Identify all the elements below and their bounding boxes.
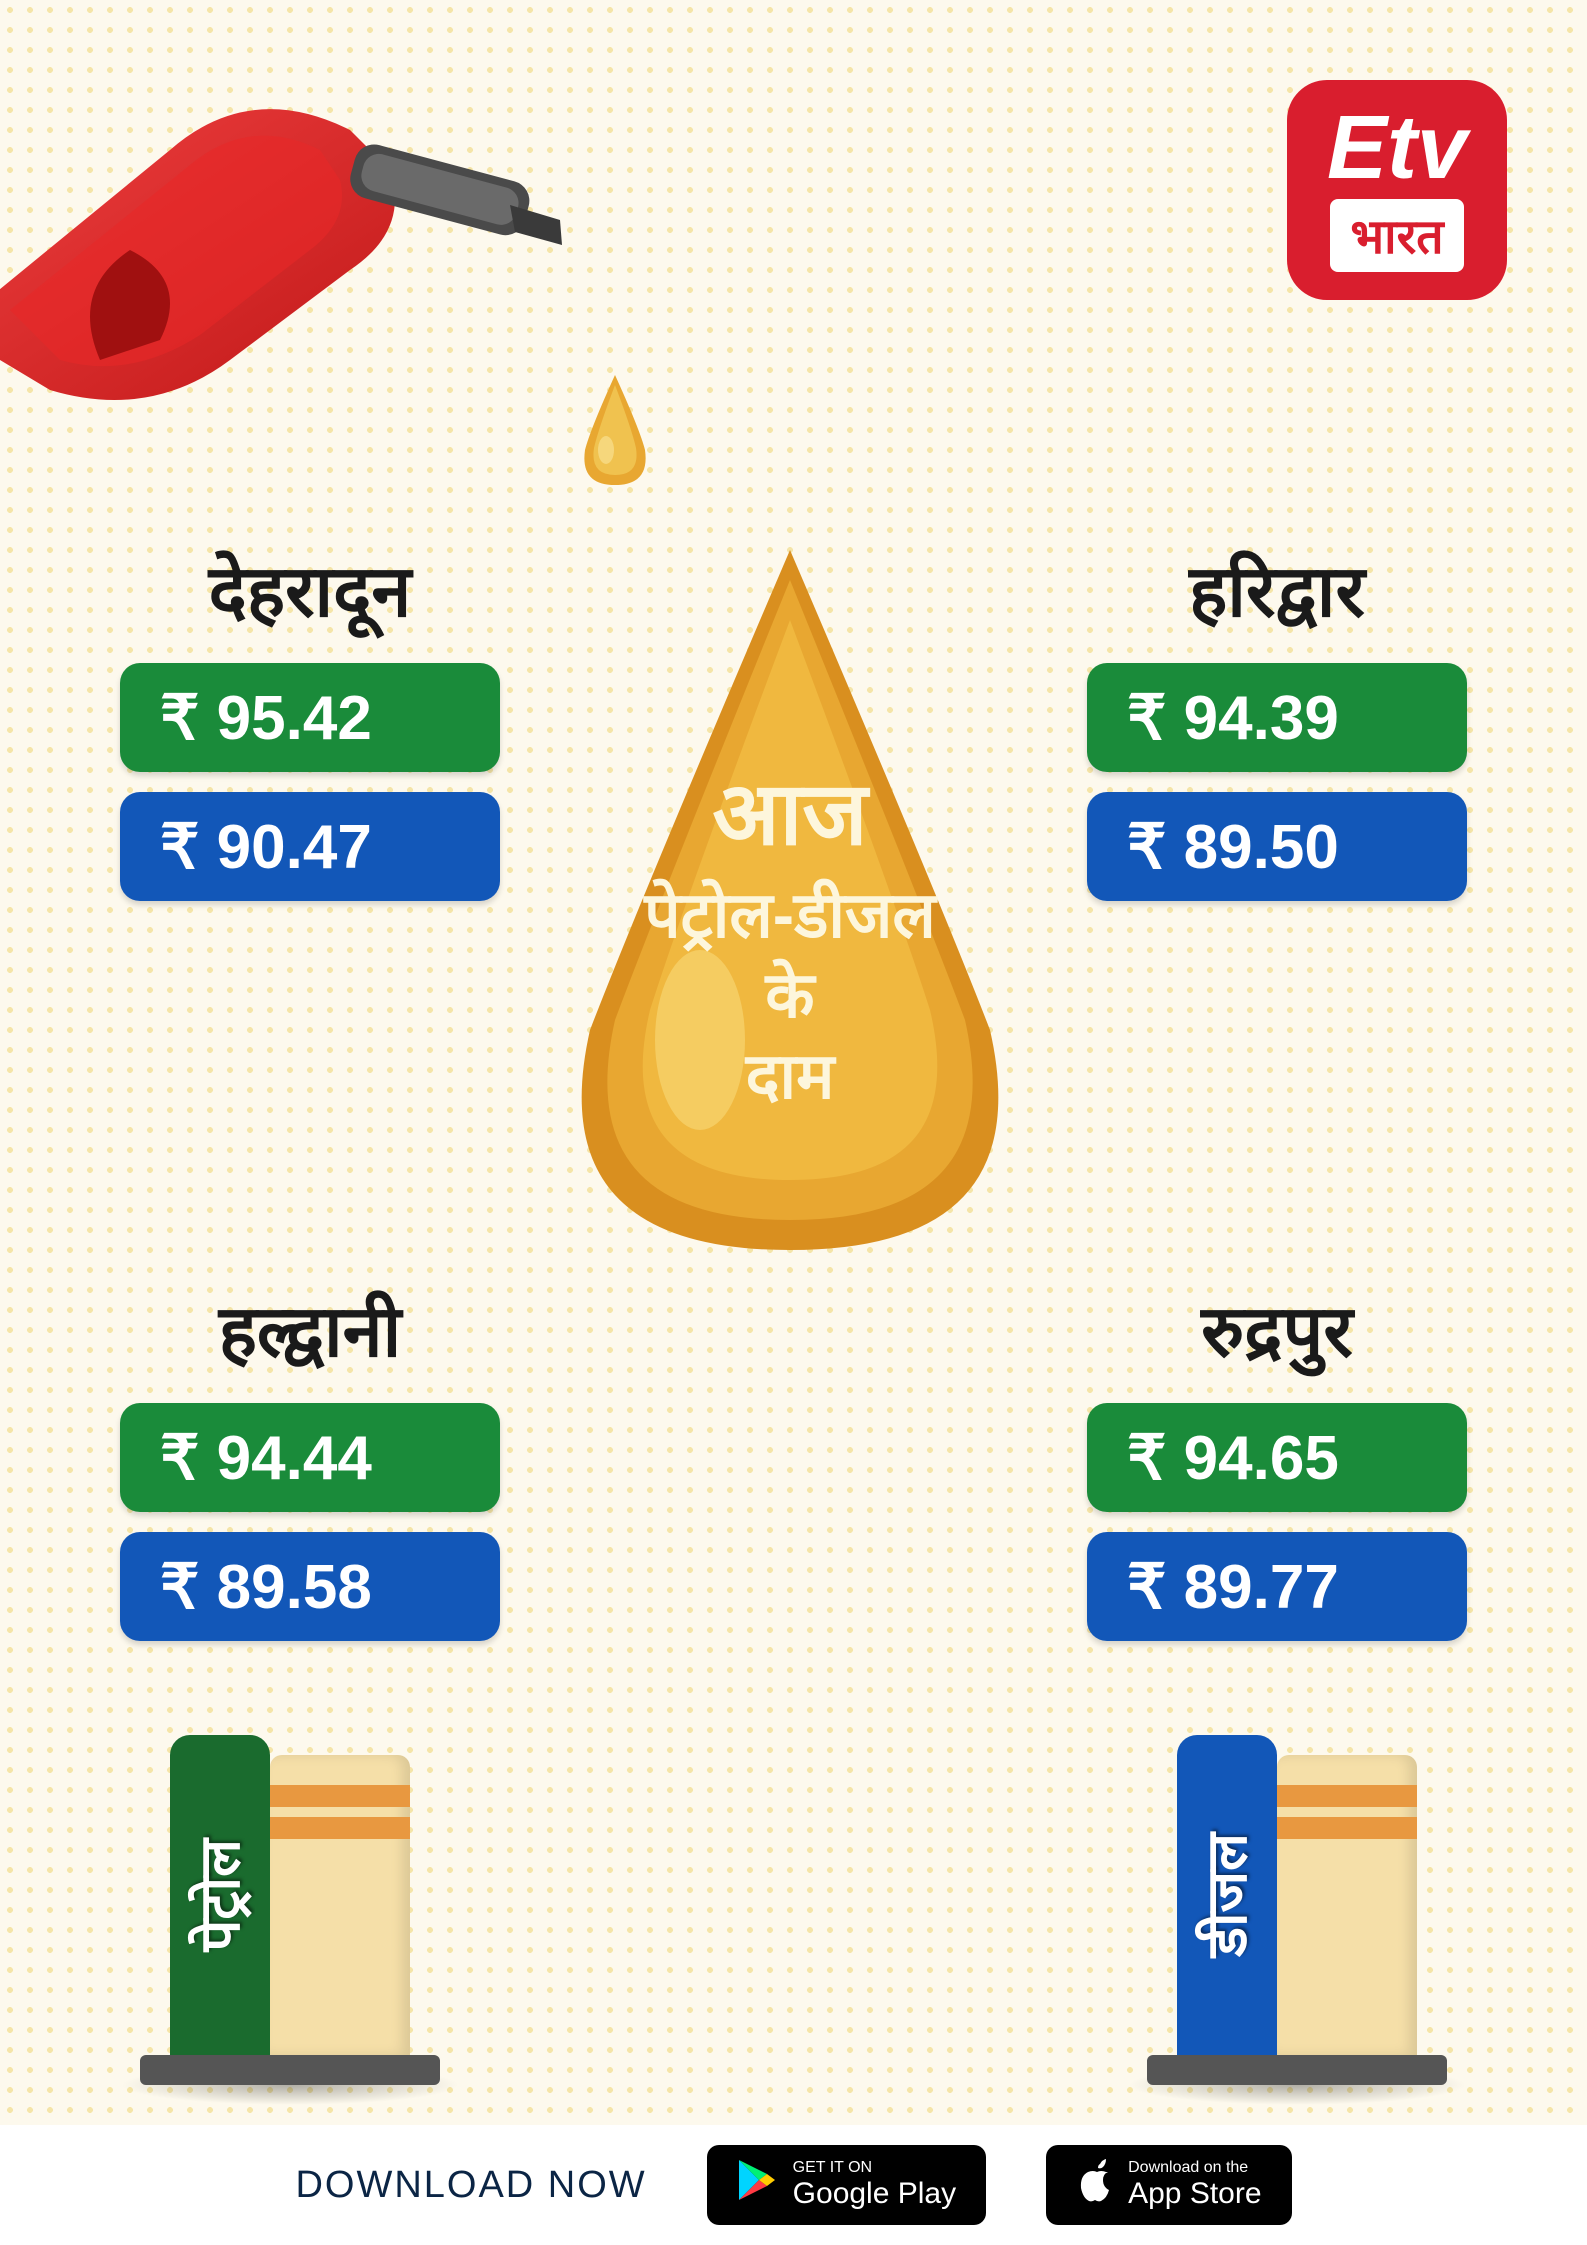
google-play-badge[interactable]: GET IT ON Google Play	[707, 2145, 986, 2225]
petrol-price: ₹ 94.39	[1087, 663, 1467, 772]
city-block-rudrapur: रुद्रपुर ₹ 94.65 ₹ 89.77	[1087, 1280, 1467, 1661]
logo-bottom-text: भारत	[1330, 199, 1463, 272]
google-play-largetext: Google Play	[793, 2177, 956, 2211]
city-name: देहरादून	[120, 540, 500, 638]
petrol-price: ₹ 94.44	[120, 1403, 500, 1512]
app-store-badge[interactable]: Download on the App Store	[1046, 2145, 1291, 2225]
diesel-price: ₹ 89.50	[1087, 792, 1467, 901]
petrol-pump-label: पेट्रोल	[182, 1839, 258, 1952]
city-name: रुद्रपुर	[1087, 1280, 1467, 1378]
drop-title-line3: के	[520, 960, 1060, 1030]
city-block-dehradun: देहरादून ₹ 95.42 ₹ 90.47	[120, 540, 500, 921]
diesel-pump-label: डीजल	[1189, 1833, 1265, 1957]
petrol-pump-icon: पेट्रोल	[140, 1705, 440, 2085]
city-block-haldwani: हल्द्वानी ₹ 94.44 ₹ 89.58	[120, 1280, 500, 1661]
city-name: हरिद्वार	[1087, 540, 1467, 638]
app-store-largetext: App Store	[1128, 2177, 1261, 2211]
drop-title-line2: पेट्रोल-डीजल	[520, 880, 1060, 950]
fuel-nozzle-icon	[0, 50, 600, 450]
apple-icon	[1076, 2158, 1112, 2213]
diesel-pump-icon: डीजल	[1147, 1705, 1447, 2085]
diesel-price: ₹ 90.47	[120, 792, 500, 901]
drop-title-line1: आज	[520, 750, 1060, 870]
footer-bar: DOWNLOAD NOW GET IT ON Google Play Downl…	[0, 2125, 1587, 2245]
drop-title: आज पेट्रोल-डीजल के दाम	[520, 750, 1060, 1111]
download-now-text: DOWNLOAD NOW	[295, 2164, 646, 2207]
city-block-haridwar: हरिद्वार ₹ 94.39 ₹ 89.50	[1087, 540, 1467, 921]
google-play-smalltext: GET IT ON	[793, 2159, 956, 2177]
diesel-price: ₹ 89.58	[120, 1532, 500, 1641]
drop-title-line4: दाम	[520, 1041, 1060, 1111]
app-store-smalltext: Download on the	[1128, 2159, 1261, 2177]
etv-bharat-logo: Etv भारत	[1287, 80, 1507, 300]
logo-top-text: Etv	[1327, 108, 1467, 189]
diesel-price: ₹ 89.77	[1087, 1532, 1467, 1641]
google-play-icon	[737, 2158, 777, 2213]
petrol-price: ₹ 95.42	[120, 663, 500, 772]
oil-drop-small-icon	[570, 370, 660, 490]
petrol-price: ₹ 94.65	[1087, 1403, 1467, 1512]
city-name: हल्द्वानी	[120, 1280, 500, 1378]
